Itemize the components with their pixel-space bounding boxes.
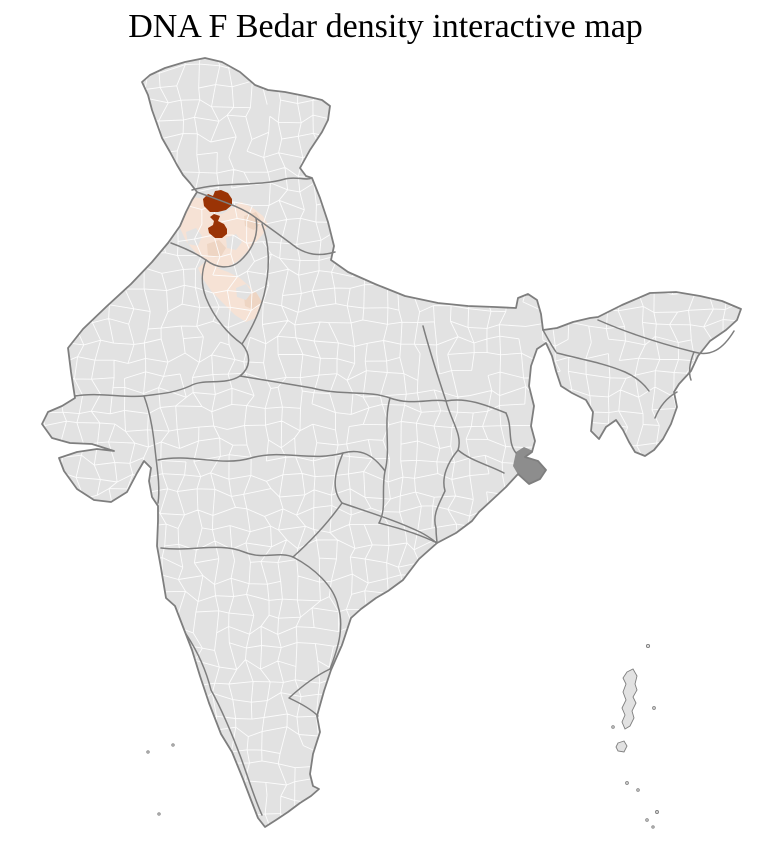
- state-border: [205, 217, 258, 268]
- state-border: [143, 395, 160, 504]
- mid-density-district[interactable]: [207, 240, 226, 258]
- island: [645, 818, 649, 822]
- state-border: [157, 450, 386, 472]
- island: [171, 743, 175, 747]
- state-border: [556, 352, 650, 392]
- high-density-district-2[interactable]: [208, 214, 227, 238]
- state-border: [74, 393, 145, 398]
- state-border: [688, 351, 695, 381]
- state-border: [505, 412, 517, 454]
- state-border: [143, 343, 250, 397]
- island: [146, 750, 150, 754]
- island: [611, 725, 615, 729]
- state-border: [597, 319, 735, 355]
- island: [625, 781, 629, 785]
- country-outline: [41, 57, 742, 828]
- state-border: [296, 247, 336, 256]
- state-border: [191, 177, 313, 191]
- state-border: [160, 546, 294, 558]
- state-border: [422, 325, 447, 402]
- island: [636, 788, 640, 792]
- state-border: [434, 449, 459, 544]
- island: [645, 643, 651, 649]
- andaman-nicobar-islands[interactable]: [611, 643, 659, 829]
- state-border: [292, 556, 342, 670]
- state-border: [341, 502, 438, 544]
- state-border: [201, 259, 243, 345]
- island: [655, 810, 659, 814]
- island: [157, 812, 161, 816]
- lakshadweep-islands[interactable]: [146, 743, 175, 816]
- low-density-area-south[interactable]: [198, 261, 261, 322]
- island: [615, 740, 628, 753]
- state-borders: [74, 177, 735, 816]
- state-border: [288, 668, 331, 717]
- page-title: DNA F Bedar density interactive map: [128, 8, 643, 45]
- state-border: [378, 522, 438, 544]
- state-border: [542, 329, 557, 353]
- high-density-district-1[interactable]: [203, 190, 232, 212]
- india-landmass[interactable]: [42, 58, 741, 827]
- island: [651, 825, 655, 829]
- island: [652, 706, 656, 710]
- state-border: [239, 375, 447, 403]
- state-border: [170, 242, 207, 261]
- state-border: [445, 399, 507, 414]
- state-border: [185, 633, 263, 816]
- high-density-districts[interactable]: [203, 190, 232, 238]
- state-border: [241, 223, 269, 345]
- island: [621, 668, 638, 730]
